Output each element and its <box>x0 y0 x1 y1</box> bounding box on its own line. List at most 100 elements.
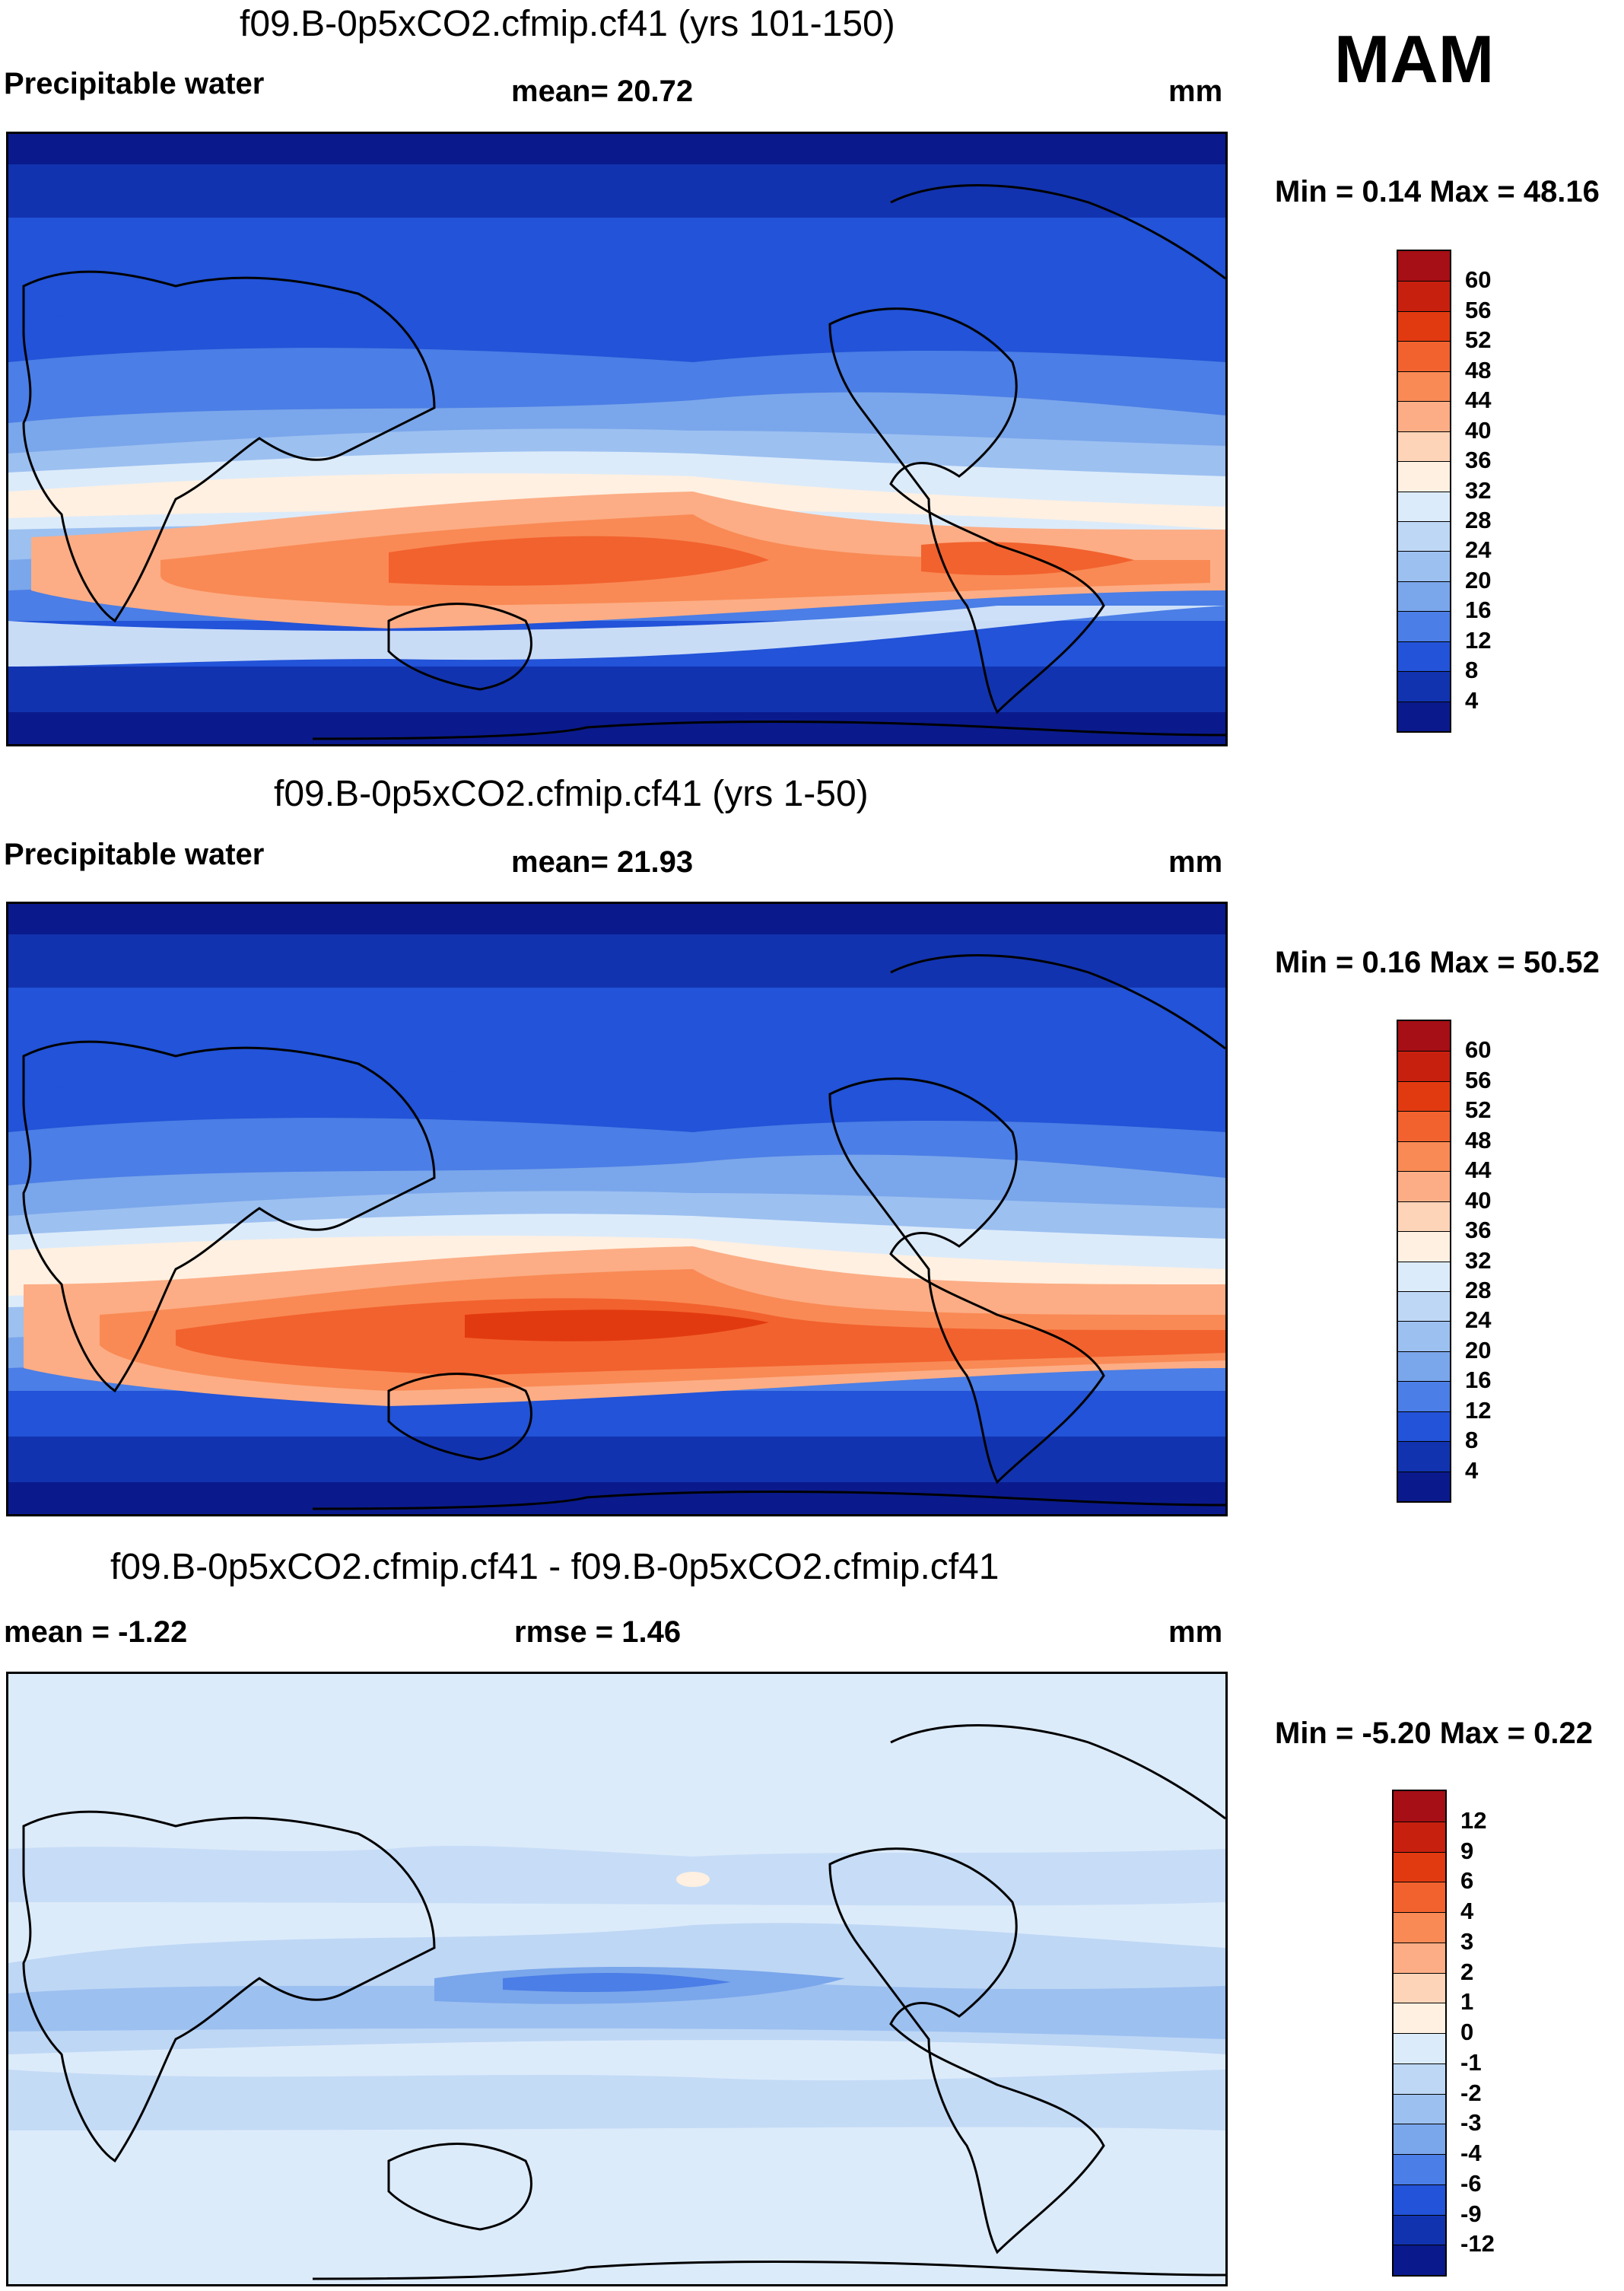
colorbar-swatch <box>1398 1231 1450 1262</box>
colorbar-swatch <box>1398 1201 1450 1232</box>
colorbar-tick-label: 44 <box>1465 387 1492 414</box>
colorbar-swatch <box>1398 401 1450 431</box>
colorbar-swatch <box>1398 1441 1450 1472</box>
colorbar-tick-label: 32 <box>1465 1246 1492 1274</box>
colorbar-tick-label: 20 <box>1465 566 1492 593</box>
colorbar-swatch <box>1398 310 1450 342</box>
colorbar-swatch <box>1398 1471 1450 1501</box>
colorbar-tick-label: 2 <box>1460 1958 1474 1985</box>
world-map <box>6 1672 1228 2286</box>
colorbar-tick-label: 56 <box>1465 296 1492 323</box>
colorbar-tick-label: 56 <box>1465 1066 1492 1093</box>
colorbar-tick-label: 20 <box>1465 1336 1492 1363</box>
variable-label: Precipitable water <box>4 67 265 100</box>
colorbar-tick-label: 40 <box>1465 1186 1492 1214</box>
colorbar-swatch <box>1394 2093 1445 2124</box>
colorbar-tick-label: 12 <box>1460 1806 1487 1834</box>
colorbar-tick-label: -12 <box>1460 2230 1495 2258</box>
colorbar-swatch <box>1394 2003 1445 2033</box>
colorbar-tick-label: -6 <box>1460 2169 1482 2197</box>
panel-title: f09.B-0p5xCO2.cfmip.cf41 - f09.B-0p5xCO2… <box>110 1547 1000 1587</box>
colorbar-swatch <box>1398 1351 1450 1382</box>
colorbar-swatch <box>1398 341 1450 371</box>
mean-label: mean = -1.22 <box>4 1615 188 1649</box>
colorbar-swatch <box>1398 1411 1450 1442</box>
colorbar-swatch <box>1398 1141 1450 1172</box>
colorbar-tick-label: 6 <box>1460 1867 1474 1895</box>
colorbar-tick-label: -1 <box>1460 2048 1482 2076</box>
panel-title: f09.B-0p5xCO2.cfmip.cf41 (yrs 1-50) <box>274 774 869 814</box>
colorbar-tick-label: -4 <box>1460 2140 1482 2166</box>
colorbar-tick-label: 44 <box>1465 1157 1492 1184</box>
precip-map-svg <box>8 904 1225 1514</box>
colorbar-tick-label: 16 <box>1465 1367 1492 1394</box>
colorbar-tick-label: 3 <box>1460 1927 1474 1955</box>
colorbar-swatch <box>1398 1080 1450 1112</box>
min-max-label: Min = 0.14 Max = 48.16 <box>1275 175 1600 208</box>
colorbar-swatch <box>1394 1821 1445 1852</box>
colorbar-swatch <box>1398 1171 1450 1201</box>
colorbar-tick-label: 24 <box>1465 1306 1492 1334</box>
colorbar-swatch <box>1398 1051 1450 1081</box>
min-max-label: Min = 0.16 Max = 50.52 <box>1275 946 1600 979</box>
min-max-label: Min = -5.20 Max = 0.22 <box>1275 1717 1593 1750</box>
colorbar-tick-label: 36 <box>1465 447 1492 474</box>
colorbar-tick-label: 8 <box>1465 1427 1479 1454</box>
colorbar-swatch <box>1398 461 1450 492</box>
colorbar-swatch <box>1394 1912 1445 1943</box>
colorbar-swatch <box>1398 1111 1450 1141</box>
colorbar <box>1397 250 1451 733</box>
mean-label: mean= 21.93 <box>511 845 694 879</box>
colorbar-tick-label: 4 <box>1465 1456 1479 1484</box>
colorbar-tick-label: 4 <box>1465 686 1479 714</box>
colorbar-tick-label: 28 <box>1465 1276 1492 1303</box>
colorbar-tick-label: 0 <box>1460 2019 1474 2045</box>
panel-title: f09.B-0p5xCO2.cfmip.cf41 (yrs 101-150) <box>240 4 895 44</box>
colorbar-swatch <box>1398 1261 1450 1291</box>
colorbar-tick-label: 16 <box>1465 597 1492 624</box>
colorbar-swatch <box>1398 520 1450 552</box>
colorbar-tick-label: 28 <box>1465 506 1492 533</box>
world-map <box>6 132 1228 746</box>
colorbar-swatch <box>1398 551 1450 581</box>
colorbar-swatch <box>1394 2063 1445 2094</box>
units-label: mm <box>1168 845 1223 879</box>
units-label: mm <box>1168 1615 1223 1649</box>
colorbar-tick-label: 60 <box>1465 1036 1492 1064</box>
world-map <box>6 902 1228 1516</box>
colorbar-swatch <box>1398 1021 1450 1052</box>
colorbar-tick-label: 48 <box>1465 1126 1492 1153</box>
units-label: mm <box>1168 75 1223 108</box>
colorbar-swatch <box>1398 491 1450 521</box>
colorbar-tick-label: 12 <box>1465 1396 1492 1424</box>
colorbar-swatch <box>1394 2214 1445 2245</box>
diff-map-svg <box>8 1674 1225 2284</box>
colorbar-tick-label: 4 <box>1460 1898 1474 1924</box>
colorbar-tick-label: 40 <box>1465 416 1492 444</box>
colorbar-tick-label: 48 <box>1465 356 1492 383</box>
colorbar-swatch <box>1394 1791 1445 1822</box>
colorbar-tick-label: 32 <box>1465 476 1492 504</box>
colorbar-swatch <box>1398 251 1450 282</box>
colorbar <box>1397 1020 1451 1503</box>
colorbar-tick-label: 24 <box>1465 536 1492 564</box>
colorbar-swatch <box>1394 2033 1445 2063</box>
colorbar-swatch <box>1398 1290 1450 1322</box>
colorbar-swatch <box>1394 2124 1445 2154</box>
colorbar-tick-label: 12 <box>1465 626 1492 654</box>
colorbar-tick-label: 52 <box>1465 1096 1492 1124</box>
colorbar-swatch <box>1394 1851 1445 1882</box>
colorbar-swatch <box>1398 581 1450 612</box>
colorbar-swatch <box>1398 1321 1450 1351</box>
colorbar-tick-label: 1 <box>1460 1988 1474 2016</box>
colorbar-swatch <box>1398 671 1450 702</box>
colorbar-swatch <box>1394 2154 1445 2184</box>
colorbar-swatch <box>1398 611 1450 641</box>
colorbar-tick-label: -2 <box>1460 2079 1482 2106</box>
variable-label: Precipitable water <box>4 838 265 871</box>
colorbar-tick-label: 9 <box>1460 1837 1474 1864</box>
colorbar-swatch <box>1398 641 1450 672</box>
colorbar-swatch <box>1398 701 1450 731</box>
season-label: MAM <box>1334 21 1495 97</box>
colorbar-tick-label: -9 <box>1460 2200 1482 2227</box>
